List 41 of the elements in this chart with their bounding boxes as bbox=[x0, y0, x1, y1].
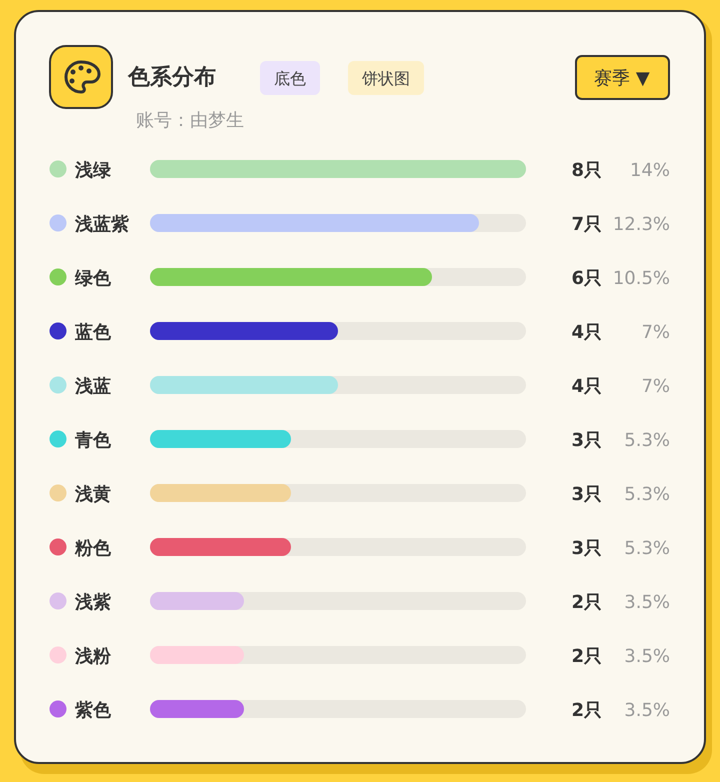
text: 7% bbox=[641, 376, 670, 397]
text: 5.3% bbox=[624, 484, 670, 505]
y-tick-label: 绿色 bbox=[74, 268, 112, 289]
text: 底色 bbox=[274, 69, 306, 88]
data-label: 4只 bbox=[571, 322, 602, 343]
bar bbox=[150, 700, 244, 718]
text: 14% bbox=[630, 160, 670, 181]
y-tick-label: 浅绿 bbox=[74, 160, 112, 181]
data-label: 7只 bbox=[571, 214, 602, 235]
text: 5.3% bbox=[624, 430, 670, 451]
y-tick-label: 浅黄 bbox=[74, 484, 111, 505]
text: 7% bbox=[641, 322, 670, 343]
bar bbox=[150, 646, 244, 664]
data-label: 2只 bbox=[571, 646, 602, 667]
data-label: 8只 bbox=[571, 160, 602, 181]
text: 饼状图 bbox=[361, 69, 410, 88]
y-tick-label: 浅紫 bbox=[74, 592, 111, 613]
y-tick-label: 紫色 bbox=[74, 700, 112, 721]
text: 10.5% bbox=[612, 268, 670, 289]
y-tick-label: 浅蓝 bbox=[74, 376, 111, 397]
chart-subtitle: 账号：由梦生 bbox=[136, 110, 244, 131]
text: 3.5% bbox=[624, 700, 670, 721]
text: 3.5% bbox=[624, 646, 670, 667]
data-label: 6只 bbox=[571, 268, 602, 289]
bar bbox=[150, 592, 244, 610]
chart-title: 色系分布 bbox=[127, 65, 216, 90]
data-label: 3只 bbox=[571, 484, 602, 505]
y-tick-label: 浅蓝紫 bbox=[74, 214, 129, 235]
data-label: 3只 bbox=[571, 430, 602, 451]
y-tick-label: 青色 bbox=[74, 430, 112, 451]
data-label: 2只 bbox=[571, 592, 602, 613]
y-tick-label: 浅粉 bbox=[74, 646, 112, 667]
data-label: 4只 bbox=[571, 376, 602, 397]
text: 3.5% bbox=[624, 592, 670, 613]
y-tick-label: 蓝色 bbox=[74, 322, 112, 343]
text: 12.3% bbox=[612, 214, 670, 235]
y-tick-label: 粉色 bbox=[74, 538, 112, 559]
data-label: 3只 bbox=[571, 538, 602, 559]
data-label: 2只 bbox=[571, 700, 602, 721]
text: 赛季 ▼ bbox=[594, 68, 650, 89]
text: 5.3% bbox=[624, 538, 670, 559]
